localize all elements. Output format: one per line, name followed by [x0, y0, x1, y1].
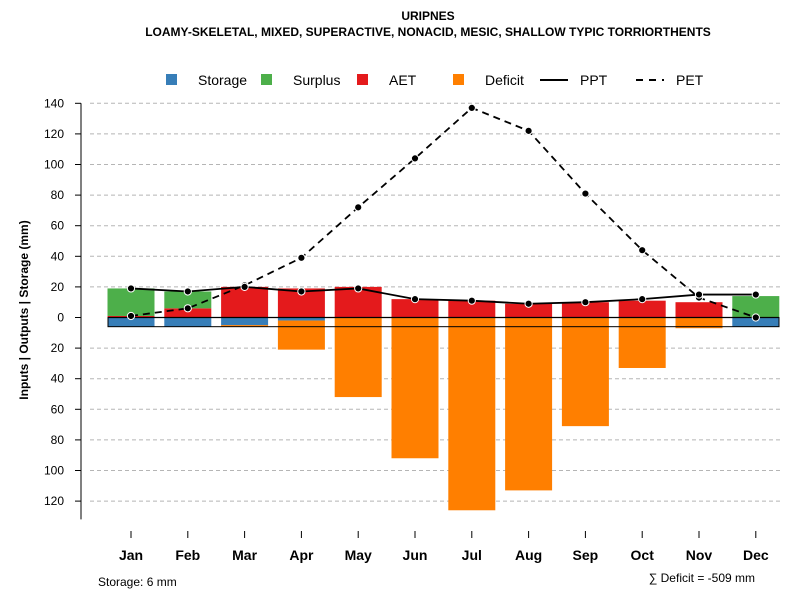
x-tick-label: Jan — [119, 547, 143, 563]
y-tick-label: 100 — [44, 464, 64, 478]
legend-aet-swatch — [357, 74, 368, 85]
legend-storage-label: Storage — [198, 72, 247, 88]
bars-group — [107, 286, 780, 511]
chart-title: URIPNES — [401, 9, 454, 23]
y-axis-label: Inputs | Outputs | Storage (mm) — [17, 220, 31, 399]
ppt-point — [467, 296, 476, 305]
deficit-bar — [221, 325, 269, 327]
x-tick-label: Sep — [573, 547, 599, 563]
overlay-group — [107, 316, 780, 328]
ppt-line — [130, 285, 756, 305]
y-tick-label: 40 — [51, 249, 65, 263]
ppt-point — [694, 290, 704, 299]
legend-pet-label: PET — [676, 72, 704, 88]
x-tick-label: Jun — [403, 547, 428, 563]
pet-point — [467, 103, 476, 112]
pet-point — [524, 126, 533, 135]
storage-bar — [277, 317, 325, 321]
pet-point — [297, 253, 306, 262]
aet-bar — [391, 299, 439, 318]
x-tick-label: May — [345, 547, 372, 563]
y-tick-label: 40 — [51, 372, 65, 386]
x-tick-label: Nov — [686, 547, 713, 563]
x-tick-label: Oct — [631, 547, 655, 563]
legend-deficit-swatch — [453, 74, 464, 85]
aet-bar — [675, 302, 723, 318]
aet-bar — [164, 308, 212, 318]
ppt-point — [297, 287, 306, 296]
x-tick-label: Aug — [515, 547, 542, 563]
y-tick-label: 120 — [44, 127, 64, 141]
surplus-bar — [732, 296, 780, 318]
legend-ppt-label: PPT — [580, 72, 608, 88]
lines-group — [126, 103, 760, 322]
storage-outline — [107, 317, 780, 328]
y-tick-label: 120 — [44, 494, 64, 508]
y-tick-label: 20 — [51, 341, 65, 355]
deficit-bar — [561, 317, 609, 427]
ppt-point — [638, 295, 647, 304]
deficit-note: ∑ Deficit = -509 mm — [649, 571, 755, 585]
aet-bar — [618, 300, 666, 318]
surplus-bar — [107, 288, 155, 316]
y-tick-label: 140 — [44, 96, 64, 110]
x-tick-label: Apr — [289, 547, 314, 563]
storage-note: Storage: 6 mm — [98, 575, 177, 589]
x-tick-label: Dec — [743, 547, 769, 563]
surplus-bar — [164, 291, 212, 309]
deficit-bar — [391, 317, 439, 459]
ppt-point — [751, 290, 760, 299]
pet-point — [126, 311, 136, 321]
y-tick-label: 100 — [44, 158, 64, 172]
pet-point — [581, 189, 590, 198]
storage-bar — [732, 317, 780, 327]
deficit-bar — [448, 317, 496, 511]
deficit-bar — [277, 320, 325, 350]
deficit-bar — [618, 317, 666, 368]
legend-aet-label: AET — [389, 72, 417, 88]
y-tick-label: 60 — [51, 402, 65, 416]
legend-deficit-label: Deficit — [485, 72, 524, 88]
pet-point — [183, 304, 192, 313]
x-tick-label: Mar — [232, 547, 257, 563]
storage-bar — [107, 317, 155, 327]
pet-point — [354, 203, 363, 212]
y-tick-label: 20 — [51, 280, 65, 294]
deficit-bar — [334, 317, 382, 398]
ppt-point — [183, 287, 192, 296]
ppt-point — [240, 282, 249, 291]
ppt-point — [126, 284, 136, 293]
pet-line — [130, 106, 757, 319]
legend-surplus-swatch — [261, 74, 272, 85]
storage-bar — [221, 317, 269, 326]
ppt-point — [581, 298, 590, 307]
pet-point — [410, 154, 420, 163]
ppt-point — [524, 299, 533, 308]
x-tick-label: Jul — [462, 547, 482, 563]
chart-subtitle: LOAMY-SKELETAL, MIXED, SUPERACTIVE, NONA… — [145, 25, 711, 39]
axes-group: 140 120 100 80 60 40 20 0 20 40 60 80 100 120 Jan Feb Ma… — [44, 96, 769, 563]
ppt-point — [354, 284, 363, 293]
pet-point — [638, 246, 647, 255]
y-tick-label: 0 — [57, 311, 64, 325]
x-tick-label: Feb — [175, 547, 200, 563]
legend: Storage Surplus AET Deficit PPT PET — [166, 72, 704, 88]
y-tick-label: 60 — [51, 219, 65, 233]
aet-bar — [448, 300, 496, 318]
aet-bar — [561, 302, 609, 318]
deficit-bar — [505, 317, 553, 491]
legend-storage-swatch — [166, 74, 177, 85]
ppt-point — [410, 295, 420, 304]
y-tick-label: 80 — [51, 433, 65, 447]
storage-bar — [164, 317, 212, 327]
legend-surplus-label: Surplus — [293, 72, 340, 88]
deficit-bar — [675, 317, 723, 329]
y-tick-label: 80 — [51, 188, 65, 202]
aet-bar — [505, 303, 553, 318]
pet-point — [751, 313, 760, 322]
